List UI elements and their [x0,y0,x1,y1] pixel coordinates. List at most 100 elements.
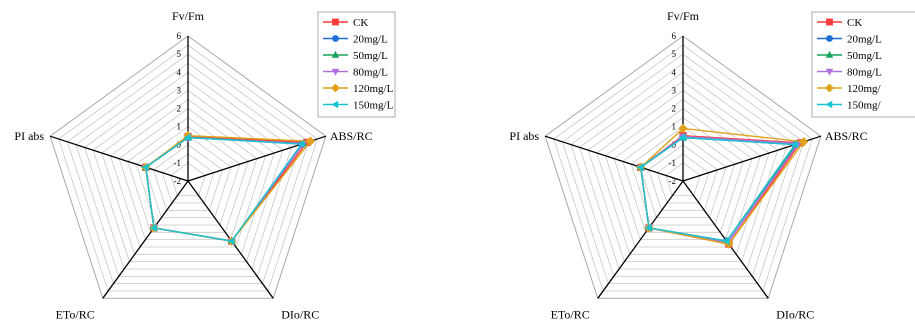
radar-grid-ring [587,80,779,263]
radar-series [636,123,809,249]
legend-marker [332,18,339,26]
series-line [145,136,304,242]
legend-marker [825,100,833,109]
radar-grid-ring [561,53,805,285]
radar-chart-right: -2 -1 0 1 2 3 4 5 6 Fv/Fm ABS/RC DIo/RC ETo/RC PI abs… [509,9,915,320]
data-point [636,163,644,172]
tick-label: -2 [174,176,182,186]
tick-label: 3 [177,85,182,95]
radar-grid-ring [630,126,736,226]
radar-outer-ring [544,35,822,299]
axis-spoke [102,180,189,299]
radar-grid-ring [570,62,796,277]
data-point [149,223,157,232]
radar-grid-ring [153,144,223,211]
radar-grid-ring [118,108,258,241]
radar-grid-ring [613,108,753,241]
tick-label: 6 [672,31,677,41]
radar-series [141,131,316,246]
data-point [644,223,652,232]
axis-labels: Fv/Fm ABS/RC DIo/RC ETo/RC PI abs [14,9,372,320]
series-line [145,135,309,242]
series-line [640,135,800,244]
tick-label: -2 [669,176,677,186]
legend-marker [331,68,340,76]
axis-labels: Fv/Fm ABS/RC DIo/RC ETo/RC PI abs [509,9,867,320]
legend-marker [331,100,339,109]
radar-grid-ring [656,153,710,204]
tick-label: -1 [669,158,677,168]
radar-ticks: -2 -1 0 1 2 3 4 5 6 [669,31,677,186]
data-point [297,140,305,148]
data-point [305,136,316,146]
chart-legend: CK 20mg/L 50mg/L 80mg/L 120mg/L 150mg/L [317,11,396,118]
tick-label: 0 [672,140,677,150]
tick-label: 5 [672,49,677,59]
legend-marker [332,35,339,42]
tick-label: 2 [177,104,182,114]
axis-spoke [597,180,684,299]
chart-legend: CK 20mg/L 50mg/L 80mg/L 120mg/150mg/ [811,11,915,118]
legend-label: 50mg/L [847,50,882,62]
axis-label: Fv/Fm [172,9,205,23]
legend-label: CK [353,17,368,29]
tick-label: 4 [672,67,677,77]
tick-label: 3 [672,85,677,95]
legend-marker [826,35,833,42]
radar-grid-ring [553,44,813,292]
legend-label: 150mg/ [847,100,882,112]
tick-label: 1 [672,122,677,132]
tick-label: -1 [174,158,182,168]
legend-label: 20mg/L [847,34,882,46]
legend-marker [331,50,340,58]
radar-grid-ring [84,71,292,270]
legend-box [811,11,915,118]
axis-label: ETo/RC [551,307,590,320]
data-point [798,137,809,147]
radar-ticks: -2 -1 0 1 2 3 4 5 6 [174,31,182,186]
radar-grid-ring [622,117,744,233]
radar-outer-ring [49,35,327,299]
legend-box [317,11,396,118]
legend-marker [825,83,834,93]
legend-marker [825,50,834,58]
legend-marker [331,83,340,93]
tick-label: 1 [177,122,182,132]
legend-label: 150mg/L [353,100,394,112]
series-line [640,127,805,245]
radar-grid-ring [75,62,301,277]
radar-grid [49,35,327,299]
data-point [790,140,798,149]
radar-grid-ring [135,126,241,226]
radar-grid-ring [170,162,206,197]
radar-grid-ring [579,71,787,270]
radar-grid-ring [66,53,310,285]
radar-grid-ring [101,89,275,255]
axis-label: ABS/RC [825,129,868,143]
axis-spoke [544,135,684,182]
data-point [678,133,686,142]
legend-marker [825,68,834,76]
data-point [141,163,149,172]
data-point [183,133,191,142]
data-point [678,123,688,134]
axis-label: DIo/RC [281,307,319,320]
legend-label: 120mg/L [353,83,394,95]
legend-label: CK [847,17,862,29]
axis-label: PI abs [14,129,44,143]
axis-label: Fv/Fm [667,9,700,23]
tick-label: 6 [177,31,182,41]
axis-label: ETo/RC [56,307,95,320]
tick-label: 4 [177,67,182,77]
series-line [640,136,797,242]
radar-grid-ring [648,144,718,211]
legend-label: 80mg/L [353,67,388,79]
legend-label: 80mg/L [847,67,882,79]
axis-label: ABS/RC [330,129,373,143]
series-line [640,134,802,245]
radar-chart-left: -2 -1 0 1 2 3 4 5 6 Fv/Fm ABS/RC DIo/RC ETo/RC PI abs… [14,9,396,320]
tick-label: 0 [177,140,182,150]
radar-grid-ring [161,153,215,204]
axis-label: PI abs [509,129,539,143]
